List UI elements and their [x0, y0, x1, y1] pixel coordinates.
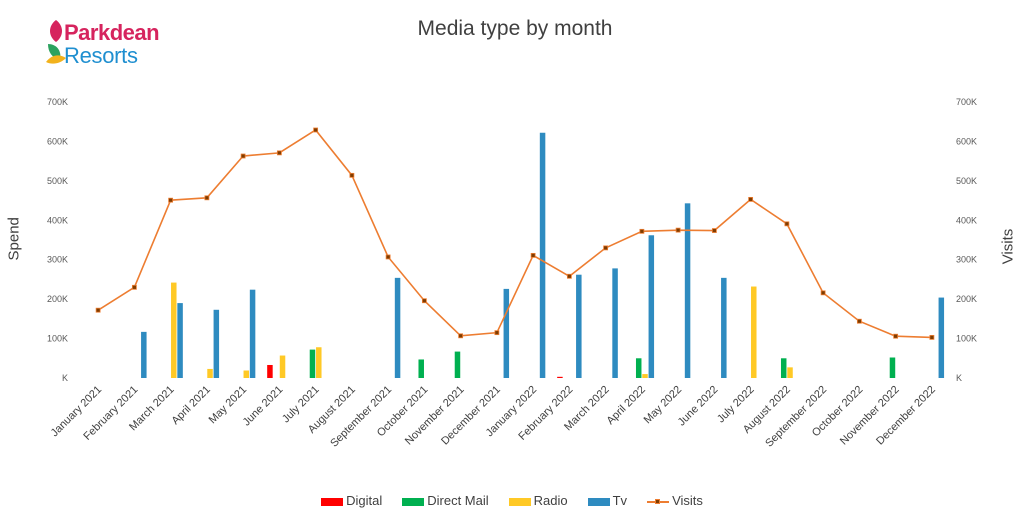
bar-direct-mail [418, 359, 424, 378]
point-visits [240, 153, 246, 159]
legend-label: Direct Mail [427, 493, 489, 509]
point-visits [313, 127, 319, 133]
point-visits [95, 307, 101, 313]
y-tick-label-right: 400K [956, 215, 977, 225]
point-visits [530, 252, 536, 258]
y-tick-label-left: 700K [47, 97, 68, 107]
bar-tv [539, 132, 546, 378]
bar-radio [316, 347, 322, 378]
bar-tv [394, 277, 401, 378]
point-visits [856, 318, 862, 324]
point-visits [929, 334, 935, 340]
chart-title: Media type by month [417, 17, 613, 40]
legend-label: Tv [612, 493, 628, 509]
bar-radio [751, 286, 757, 378]
bar-radio [171, 282, 177, 378]
legend-label: Digital [346, 493, 383, 509]
bar-radio [642, 374, 648, 378]
point-visits [276, 150, 282, 156]
bar-digital [267, 364, 273, 378]
y-tick-label-right: 300K [956, 255, 977, 265]
point-visits [168, 197, 174, 203]
legend-swatch [587, 497, 610, 506]
bar-direct-mail [309, 349, 316, 378]
point-visits [349, 172, 355, 178]
bar-tv [684, 203, 691, 378]
bar-direct-mail [889, 357, 896, 378]
company-logo: Parkdean Resorts [44, 14, 184, 74]
legend-label: Radio [533, 493, 568, 509]
legend-label: Visits [672, 493, 703, 509]
bar-tv [249, 289, 256, 378]
bar-direct-mail [635, 358, 642, 378]
bar-tv [177, 303, 183, 378]
y-tick-label-right: 700K [956, 97, 977, 107]
point-visits [711, 228, 717, 233]
point-visits [204, 195, 210, 201]
legend-item-visits: Visits [647, 493, 703, 508]
x-tick-label: April 2022 [604, 384, 648, 428]
y-tick-label-right: 600K [956, 136, 977, 146]
x-tick-label: September 2021 [328, 384, 394, 450]
point-visits [784, 221, 790, 227]
y-tick-label-right: 200K [956, 294, 977, 304]
y-tick-label-right: K [956, 373, 962, 383]
legend-swatch [508, 497, 531, 506]
x-tick-label: April 2021 [169, 384, 213, 428]
bar-direct-mail [454, 351, 461, 378]
bar-tv [503, 288, 510, 378]
y-tick-label-right: 100K [956, 334, 977, 344]
bar-tv [612, 268, 618, 378]
point-visits [639, 228, 645, 234]
bar-radio [243, 370, 250, 378]
point-visits [748, 196, 754, 202]
line-visits [97, 128, 932, 339]
bar-tv [141, 331, 147, 378]
y-tick-label-left: K [62, 373, 68, 383]
y-tick-label-left: 100K [47, 334, 68, 344]
point-visits [893, 333, 899, 339]
y-tick-label-left: 200K [47, 294, 68, 304]
legend-swatch [402, 497, 425, 506]
legend-item-tv: Tv [587, 493, 628, 509]
point-visits [603, 245, 609, 251]
bar-direct-mail [780, 358, 787, 378]
point-visits [675, 227, 681, 233]
bar-radio [787, 367, 793, 378]
point-visits [385, 254, 391, 260]
y-tick-label-left: 400K [47, 215, 68, 225]
legend-item-digital: Digital [321, 493, 382, 508]
y-tick-label-left: 600K [47, 136, 68, 146]
bar-tv [938, 297, 945, 378]
point-visits [131, 284, 137, 290]
point-visits [820, 290, 826, 296]
point-visits [421, 298, 427, 304]
legend-swatch [321, 497, 344, 506]
legend-item-radio: Radio [508, 493, 568, 509]
point-visits [494, 330, 500, 336]
bar-tv [721, 277, 727, 378]
y-tick-label-left: 500K [47, 176, 68, 186]
logo-text-parkdean: Parkdean [64, 20, 160, 45]
logo-leaf-icon [46, 20, 66, 64]
x-tick-label: September 2022 [763, 384, 829, 450]
bar-tv [213, 309, 220, 378]
bar-radio [207, 368, 213, 378]
bar-digital [557, 376, 563, 378]
bar-radio [279, 355, 286, 378]
y-tick-label-right: 500K [956, 176, 977, 186]
point-visits [566, 273, 572, 279]
point-visits [458, 333, 464, 339]
chart-legend: Digital Direct Mail Radio Tv Visits [0, 492, 1024, 508]
legend-item-direct-mail: Direct Mail [402, 493, 489, 509]
logo-text-resorts: Resorts [64, 43, 138, 68]
y-tick-label-left: 300K [47, 255, 68, 265]
bar-tv [648, 235, 655, 378]
legend-swatch [647, 498, 670, 504]
bar-tv [576, 274, 582, 378]
